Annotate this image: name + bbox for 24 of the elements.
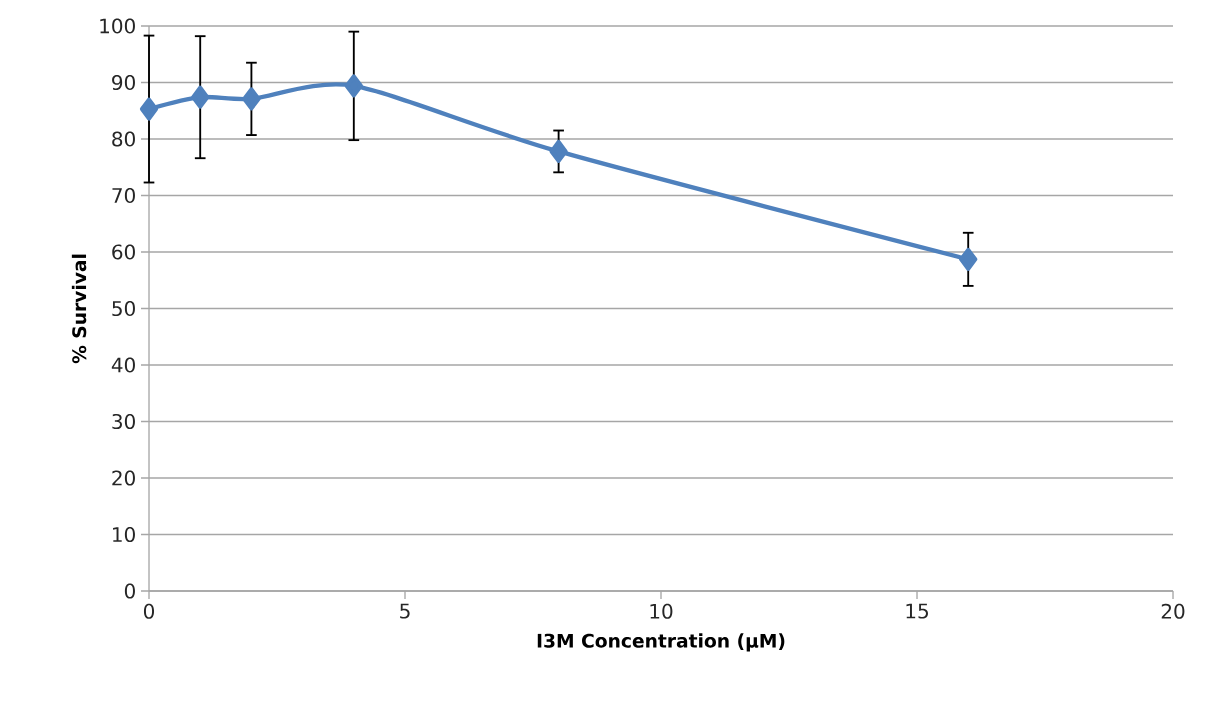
y-tick-label: 0 [124,583,135,599]
y-tick-label: 100 [100,18,135,34]
x-axis-title: I3M Concentration (µM) [537,633,785,652]
point [242,87,261,111]
x-tick-label: 15 [906,603,928,619]
y-tick-label: 70 [112,187,135,204]
y-tick-label: 30 [112,413,135,430]
x-tick-label: 20 [1161,603,1185,619]
y-tick-label: 20 [112,470,135,486]
point [549,139,568,163]
y-axis-title: % Survival [71,254,87,364]
point [959,247,978,271]
y-tick-label: 80 [112,131,135,147]
y-tick-label: 50 [112,300,135,317]
x-tick-label: 0 [143,603,155,619]
y-tick-label: 90 [112,74,135,91]
y-tick-label: 60 [112,244,135,260]
y-tick-label: 10 [113,526,135,543]
point [344,74,363,98]
point [139,97,159,121]
x-tick-label: 10 [650,603,673,619]
y-tick-label: 40 [111,357,135,373]
x-tick-label: 5 [400,603,410,619]
point [191,85,210,109]
